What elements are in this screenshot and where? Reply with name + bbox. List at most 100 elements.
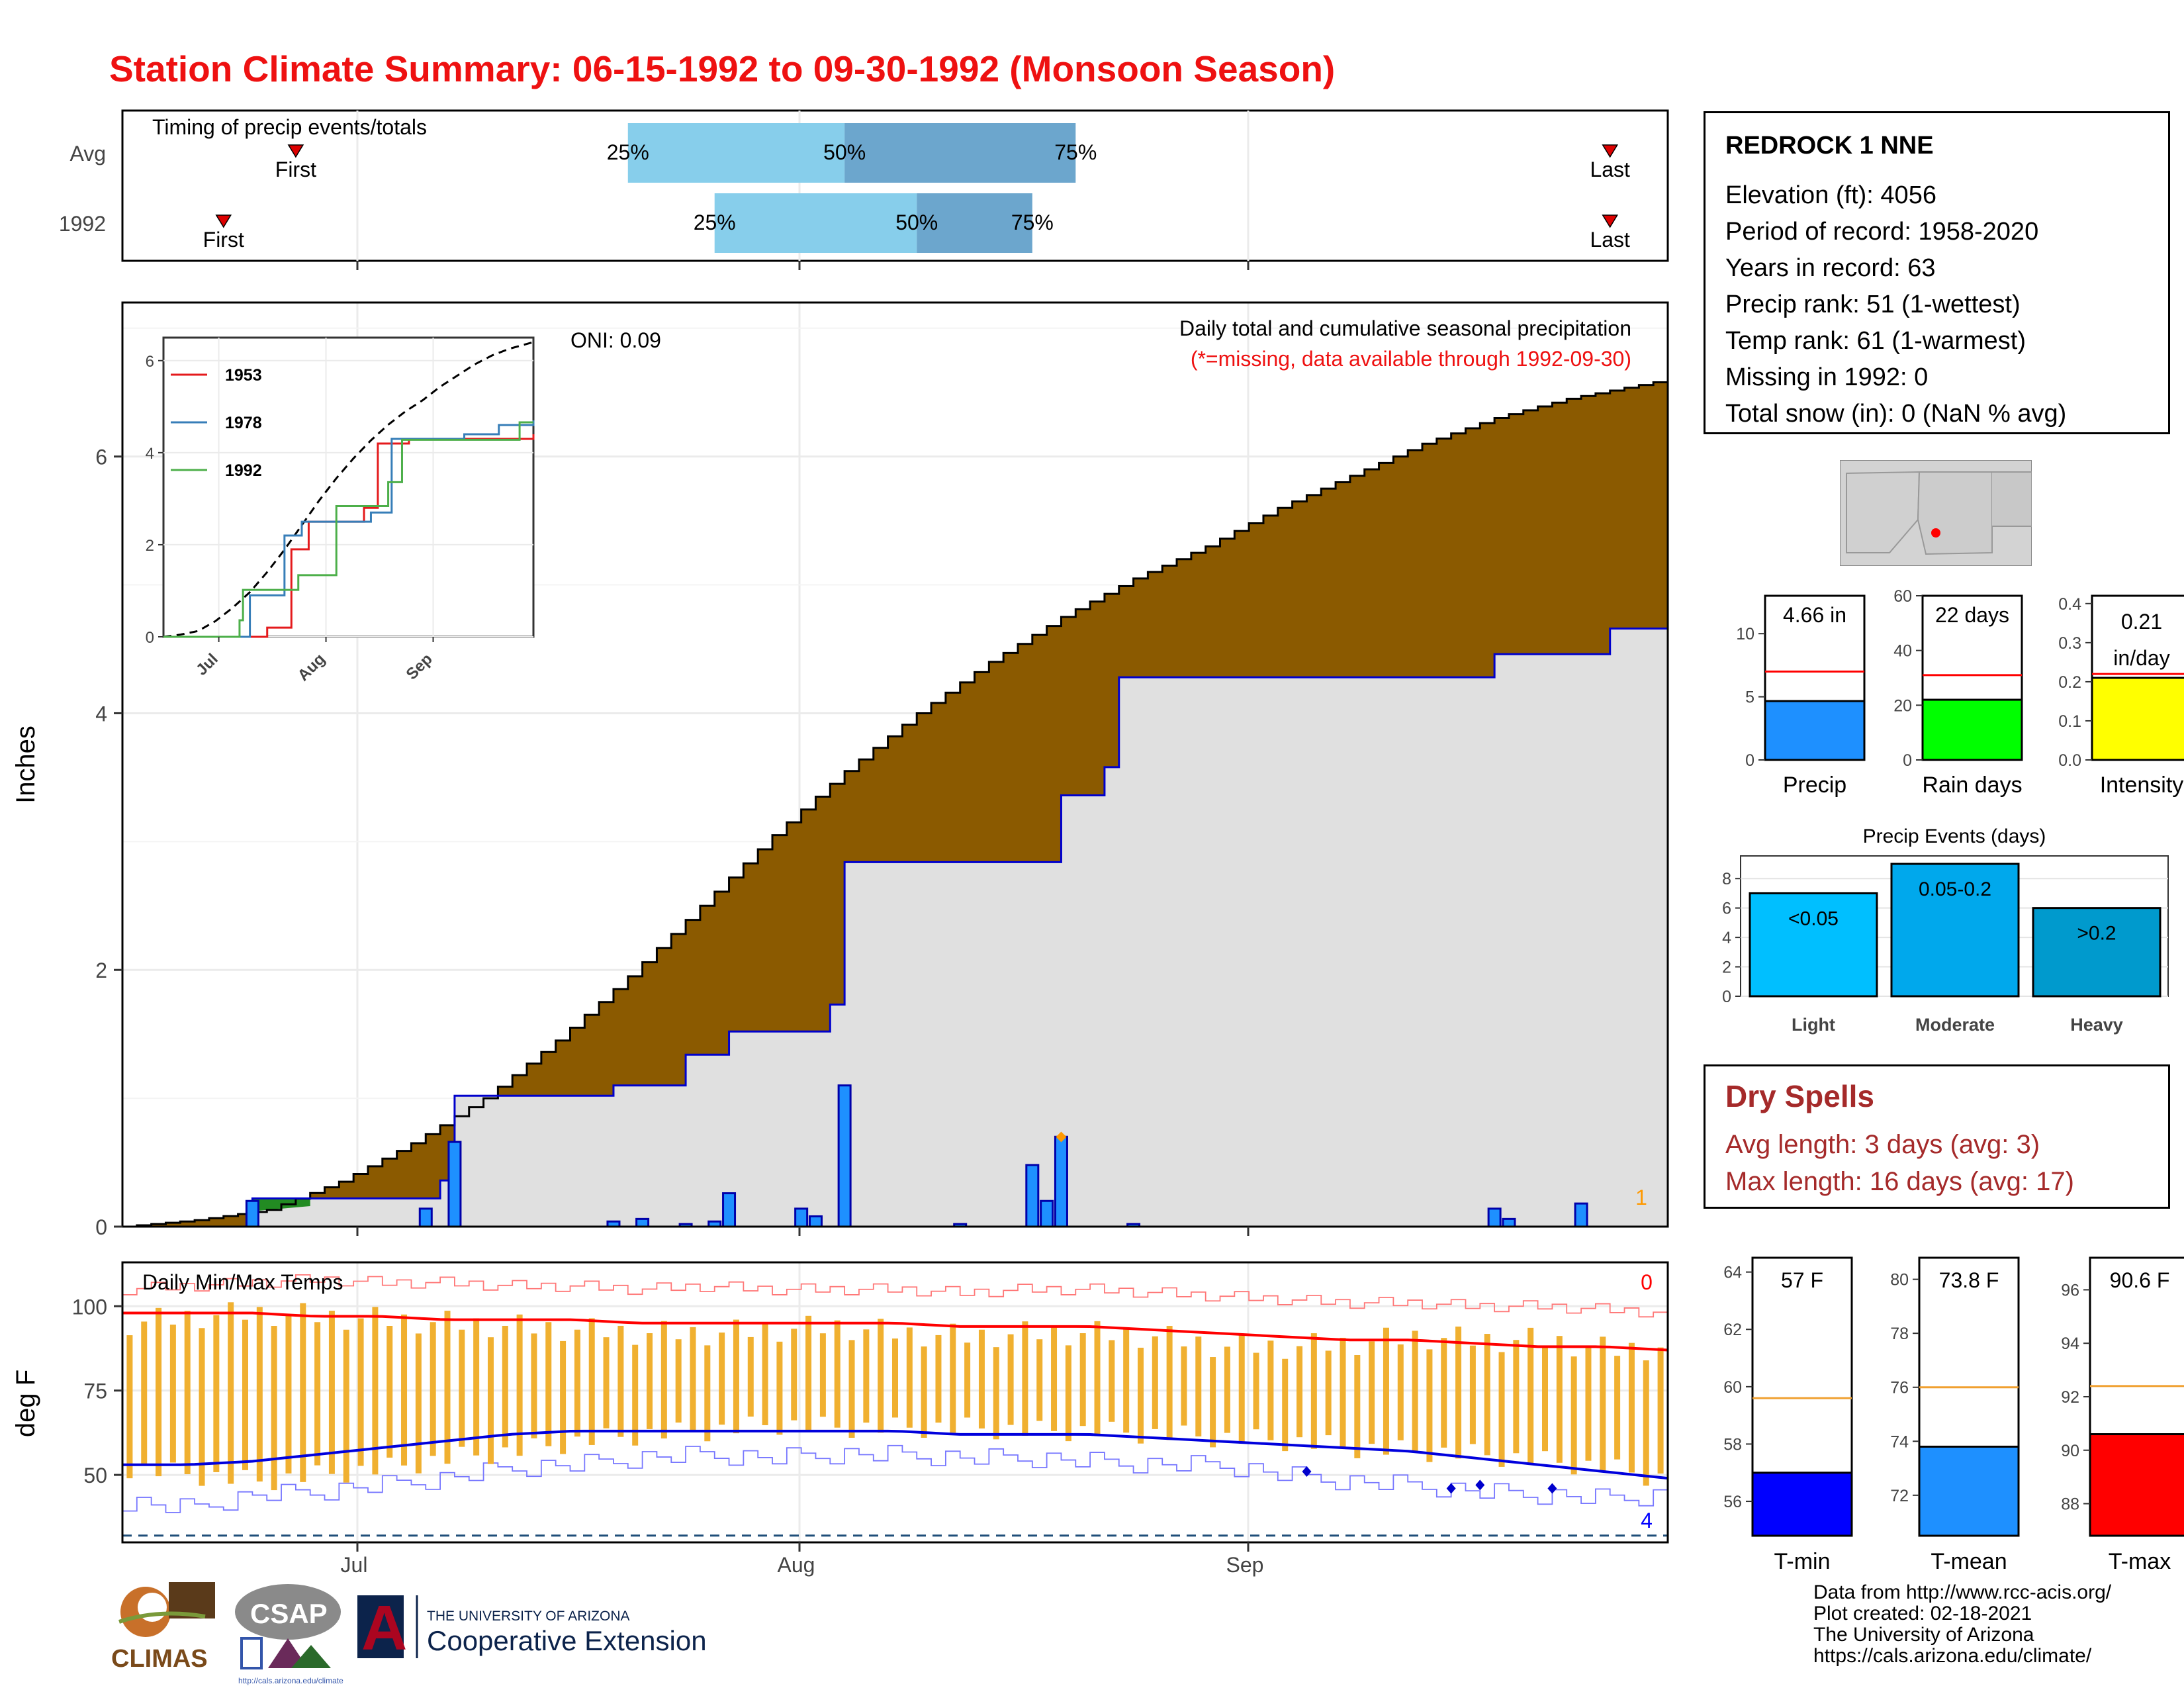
first-marker (287, 144, 304, 158)
event-bar-text: <0.05 (1788, 908, 1839, 929)
daily-precip-bar (1502, 1217, 1516, 1228)
y-tick-label: 0.2 (2058, 673, 2081, 692)
small-bar-precip (1764, 700, 1866, 761)
temp-bar-label: T-min (1774, 1549, 1831, 1574)
daily-temp-bar (444, 1311, 451, 1464)
daily-temp-bar (516, 1314, 523, 1456)
event-bar-text: >0.2 (2077, 923, 2116, 945)
daily-temp-bar (1137, 1347, 1144, 1444)
daily-temp-bar (156, 1307, 162, 1477)
last-label: Last (1590, 158, 1630, 181)
first-label: First (275, 158, 316, 181)
daily-temp-bar (1282, 1358, 1289, 1452)
event-bar-moderate (1890, 863, 2020, 998)
daily-temp-bar (1585, 1346, 1592, 1461)
y-tick-label: 6 (95, 445, 107, 469)
daily-temp-bar (343, 1329, 349, 1483)
daily-temp-bar (1051, 1327, 1058, 1431)
daily-temp-bar (1657, 1347, 1664, 1474)
daily-temp-bar (531, 1333, 537, 1438)
inset-legend-label: 1953 (225, 366, 262, 385)
daily-temp-bar (950, 1323, 956, 1433)
locator-map (1840, 460, 2032, 566)
record-max-line (122, 1274, 1668, 1318)
y-tick-label: 0 (95, 1215, 107, 1239)
daily-temp-bar (1065, 1345, 1071, 1442)
ua-top-text: THE UNIVERSITY OF ARIZONA (427, 1609, 630, 1624)
p75-label: 75% (1011, 211, 1054, 234)
record-low-marker (1475, 1479, 1485, 1491)
daily-temp-bar (1556, 1336, 1563, 1463)
station-name: REDROCK 1 NNE (1725, 132, 1934, 160)
y-tick-label: 6 (1722, 900, 1731, 918)
daily-temp-bar (141, 1321, 148, 1465)
daily-temp-bar (863, 1329, 870, 1423)
daily-precip-bar (245, 1199, 259, 1228)
y-tick-label: 0 (1745, 751, 1754, 770)
daily-temp-bar (1484, 1334, 1490, 1456)
temp-bar-t-mean (1918, 1445, 2020, 1537)
daily-temp-bar (776, 1341, 783, 1435)
first-marker (215, 214, 232, 228)
x-tick-label: Aug (778, 1553, 815, 1577)
timing-label: Timing of precip events/totals (152, 115, 427, 139)
event-bar-light (1749, 892, 1878, 998)
y-tick-label: 20 (1893, 696, 1912, 715)
daily-temp-bar (1527, 1327, 1534, 1465)
y-tick-label: 74 (1890, 1432, 1909, 1451)
temp-summary-bars: 56 58 60 62 64 57 F T-min 72 74 76 78 80 73.8 F T-mea… (1723, 1256, 2184, 1574)
daily-temp-bar (1643, 1360, 1649, 1486)
daily-temp-bar (834, 1320, 841, 1428)
daily-temp-bar (1397, 1344, 1404, 1440)
daily-temp-bar (314, 1322, 321, 1466)
daily-precip-bar (1054, 1135, 1068, 1228)
daily-temp-bar (1297, 1346, 1303, 1438)
y-tick-label: 0.3 (2058, 634, 2081, 653)
daily-temp-bar (964, 1342, 971, 1418)
daily-temp-bar (878, 1319, 884, 1433)
daily-temp-bar (1426, 1349, 1433, 1462)
record-min-line (122, 1444, 1668, 1513)
y-tick-label: 96 (2061, 1281, 2079, 1299)
timing-bar-lower (627, 123, 845, 183)
daily-temp-bar (357, 1318, 364, 1466)
record-low-marker (1547, 1483, 1557, 1494)
y-tick-label: 8 (1722, 870, 1731, 888)
daily-temp-bar (1224, 1346, 1230, 1433)
daily-temp-bar (1628, 1342, 1635, 1473)
events-chart: Precip Events (days) <0.05 Light 0.05-0.2 Mo… (1722, 825, 2169, 1035)
inset-series-1978 (163, 420, 535, 638)
daily-temp-bar (560, 1340, 567, 1454)
inset-y-tick-label: 6 (146, 353, 154, 371)
daily-temp-bar (1369, 1341, 1375, 1444)
y-axis-label: deg F (11, 1370, 40, 1437)
temp-bar-value: 90.6 F (2110, 1268, 2170, 1292)
avg-min-line (122, 1429, 1668, 1480)
event-bar-label: Light (1792, 1015, 1835, 1035)
inset-y-tick-label: 0 (146, 629, 154, 647)
timing-bar-upper (917, 193, 1032, 253)
credit-line: The University of Arizona (1813, 1624, 2034, 1646)
events-title: Precip Events (days) (1863, 825, 2046, 847)
daily-temp-bar (1109, 1340, 1115, 1422)
inset-frame (162, 336, 535, 638)
y-tick-label: 72 (1890, 1487, 1909, 1505)
station-line: Period of record: 1958-2020 (1725, 218, 2039, 246)
daily-temp-bar (430, 1322, 436, 1456)
daily-temp-bar (401, 1314, 408, 1466)
y-tick-label: 92 (2061, 1388, 2079, 1407)
daily-temp-bar (502, 1325, 508, 1448)
daily-precip-bar (1574, 1202, 1588, 1228)
p75-label: 75% (1054, 140, 1097, 164)
y1992-cumulative-area (122, 628, 1668, 1227)
small-bar-rain-days (1921, 698, 2023, 761)
daily-temp-bar (1036, 1339, 1043, 1421)
station-line: Years in record: 63 (1725, 254, 1936, 282)
daily-temp-bar (1210, 1357, 1216, 1448)
plot-frame (121, 1261, 1669, 1544)
last-marker (1602, 144, 1619, 158)
y-tick-label: 10 (1736, 625, 1754, 643)
arizona-shape (1846, 471, 1921, 553)
p50-label: 50% (895, 211, 938, 234)
daily-temp-bar (126, 1335, 133, 1479)
